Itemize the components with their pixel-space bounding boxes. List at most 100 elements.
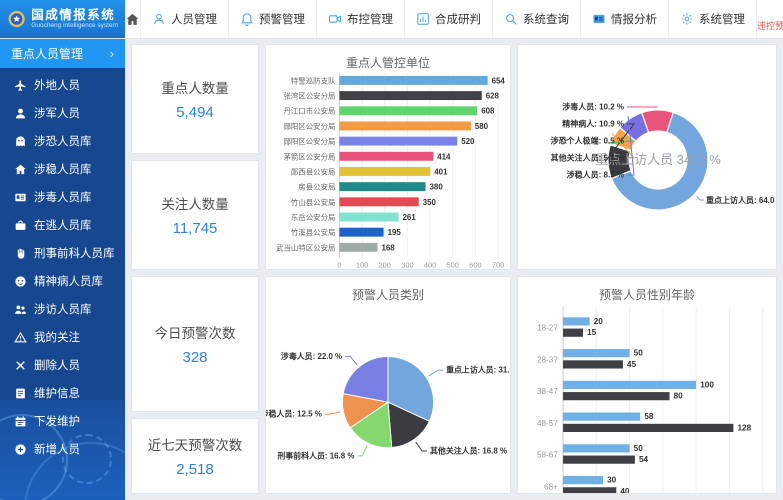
id-card-icon [593, 14, 605, 24]
svg-text:600: 600 [469, 260, 481, 269]
sidebar-menu: 外地人员涉军人员涉恐人员库涉稳人员库涉毒人员库 在逃人员库刑事前科人员库 精神病人员… [0, 71, 125, 463]
sidebar-item-4[interactable]: 涉毒人员库 [0, 183, 125, 211]
header-user-area: 当前用户: 值班管理员(超级管理员) 违控预警 (5)|前科人员预警 (0)|修… [757, 0, 783, 38]
sidebar-item-5[interactable]: 在逃人员库 [0, 211, 125, 239]
stat-value: 2,518 [176, 461, 214, 478]
gear-icon [681, 13, 693, 25]
stat-label: 近七天预警次数 [147, 438, 243, 453]
sidebar-item-2[interactable]: 涉恐人员库 [0, 127, 125, 155]
sidebar-item-label: 精神病人员库 [34, 276, 103, 288]
svg-text:房县公安局: 房县公安局 [298, 182, 335, 192]
svg-text:200: 200 [379, 260, 391, 269]
app-title: 国成情报系统 [31, 8, 116, 23]
stat-value: 328 [182, 349, 208, 366]
svg-text:100: 100 [356, 260, 368, 269]
sidebar-item-11[interactable]: 维护信息 [0, 379, 125, 407]
alert-links: 违控预警 (5)|前科人员预警 (0)|修改密码|注销登录 [757, 19, 783, 33]
sidebar-item-label: 外地人员 [34, 80, 80, 92]
nav-item-system-query[interactable]: 系统查询 [493, 0, 581, 38]
search-icon [506, 14, 517, 25]
stat-label: 今日预警次数 [154, 326, 236, 341]
svg-text:414: 414 [437, 152, 451, 161]
svg-text:400: 400 [424, 260, 436, 269]
control-alert-link[interactable]: 违控预警 (5) [757, 21, 783, 31]
sidebar-item-6[interactable]: 刑事前科人员库 [0, 239, 125, 267]
svg-text:其他关注人员: 5.8 %: 其他关注人员: 5.8 % [551, 153, 624, 163]
sidebar: 重点人员管理 › 外地人员涉军人员涉恐人员库涉稳人员库涉毒人员库 在逃人员库刑事前… [0, 38, 125, 500]
svg-text:58-67: 58-67 [537, 451, 558, 460]
main-nav: 人员管理 预警管理 布控管理 合成研判 系统查询 情报分析 系统管理 [141, 0, 757, 38]
nav-item-surveillance-mgmt[interactable]: 布控管理 [317, 0, 405, 38]
dashboard: 重点人数量 5,494 关注人数量 11,745 重点人管控单位 0 100 200… [125, 38, 783, 500]
svg-text:30: 30 [607, 476, 617, 485]
chart-card-control-units: 重点人管控单位 0 100 200 300 400 500 600 700 特警巡防支队 654 张… [265, 44, 511, 270]
sidebar-item-8[interactable]: 涉访人员库 [0, 295, 125, 323]
svg-text:261: 261 [403, 213, 417, 222]
sidebar-item-9[interactable]: 我的关注 [0, 323, 125, 351]
svg-text:0: 0 [337, 260, 341, 269]
home-icon [126, 13, 139, 25]
camera-icon [328, 15, 342, 23]
nav-item-label: 合成研判 [435, 14, 481, 26]
calendar-icon [15, 415, 26, 426]
svg-text:68+: 68+ [544, 482, 558, 491]
svg-text:张湾区公安分局: 张湾区公安分局 [283, 91, 335, 101]
svg-text:18-27: 18-27 [537, 324, 558, 333]
nav-item-personnel-mgmt[interactable]: 人员管理 [141, 0, 229, 38]
sidebar-item-13[interactable]: 新增人员 [0, 435, 125, 463]
face-icon [15, 275, 26, 287]
svg-text:重点上访人员: 31.9 %: 重点上访人员: 31.9 % [446, 365, 510, 375]
sidebar-item-label: 刑事前科人员库 [34, 248, 115, 260]
sidebar-item-3[interactable]: 涉稳人员库 [0, 155, 125, 183]
id-card-icon [15, 193, 26, 201]
svg-text:380: 380 [430, 183, 444, 192]
home-button[interactable] [125, 0, 141, 38]
sidebar-header-key-person-mgmt[interactable]: 重点人员管理 › [0, 38, 125, 68]
nav-item-system-mgmt[interactable]: 系统管理 [669, 0, 757, 38]
stat-card-week-alerts: 近七天预警次数 2,518 [131, 418, 259, 494]
sidebar-item-7[interactable]: 精神病人员库 [0, 267, 125, 295]
svg-text:竹溪县公安局: 竹溪县公安局 [291, 227, 336, 237]
sidebar-item-label: 涉恐人员库 [34, 136, 92, 148]
stat-card-key-person-count: 重点人数量 5,494 [131, 44, 259, 154]
svg-text:628: 628 [486, 92, 500, 101]
nav-item-intel-analysis[interactable]: 情报分析 [581, 0, 669, 38]
stat-card-today-alerts: 今日预警次数 328 [131, 276, 259, 412]
plus-circle-icon [15, 443, 26, 455]
ghost-icon [16, 135, 25, 146]
nav-item-label: 人员管理 [171, 14, 217, 26]
svg-text:郧阳区公安分局: 郧阳区公安分局 [283, 136, 335, 146]
sidebar-item-label: 涉稳人员库 [34, 164, 92, 176]
sidebar-header-label: 重点人员管理 [11, 46, 84, 61]
control-units-bar-chart: 0 100 200 300 400 500 600 700 特警巡防支队 654 张湾区公安分局 62… [276, 72, 506, 269]
stat-card-followed-person-count: 关注人数量 11,745 [131, 160, 259, 270]
svg-text:58: 58 [644, 412, 654, 421]
chart-card-key-person-donut: 重点上访人员 3410 % 涉毒人员: 10.2 % 重点上访人员: 64.0 % 精… [517, 44, 777, 270]
svg-text:郧西县公安局: 郧西县公安局 [291, 166, 336, 176]
svg-text:东岳公安分局: 东岳公安分局 [291, 212, 336, 222]
chart-title: 预警人员性别年龄 [598, 288, 695, 302]
nav-item-label: 布控管理 [347, 14, 393, 26]
nav-item-alert-mgmt[interactable]: 预警管理 [229, 0, 317, 38]
sidebar-item-1[interactable]: 涉军人员 [0, 99, 125, 127]
key-person-donut-chart: 重点上访人员 3410 % 涉毒人员: 10.2 % 重点上访人员: 64.0 % 精… [551, 102, 776, 211]
svg-text:涉毒人员: 22.0 %: 涉毒人员: 22.0 % [281, 351, 342, 361]
home-icon [15, 164, 26, 174]
svg-text:654: 654 [492, 76, 506, 85]
sidebar-item-label: 涉军人员 [34, 108, 80, 120]
document-icon [16, 388, 25, 398]
svg-text:54: 54 [639, 455, 649, 464]
nav-item-synthesis-analysis[interactable]: 合成研判 [405, 0, 493, 38]
stat-column-top: 重点人数量 5,494 关注人数量 11,745 [131, 44, 259, 270]
sidebar-item-label: 维护信息 [34, 388, 80, 400]
stat-label: 重点人数量 [161, 81, 229, 96]
sidebar-item-10[interactable]: 删除人员 [0, 351, 125, 379]
sidebar-item-0[interactable]: 外地人员 [0, 71, 125, 99]
person-icon [15, 108, 26, 118]
svg-text:40: 40 [620, 487, 630, 494]
svg-text:401: 401 [434, 167, 448, 176]
svg-text:涉恐个人极端: 0.5 %: 涉恐个人极端: 0.5 % [551, 136, 624, 146]
sidebar-item-12[interactable]: 下发维护 [0, 407, 125, 435]
nav-item-label: 情报分析 [611, 14, 657, 26]
